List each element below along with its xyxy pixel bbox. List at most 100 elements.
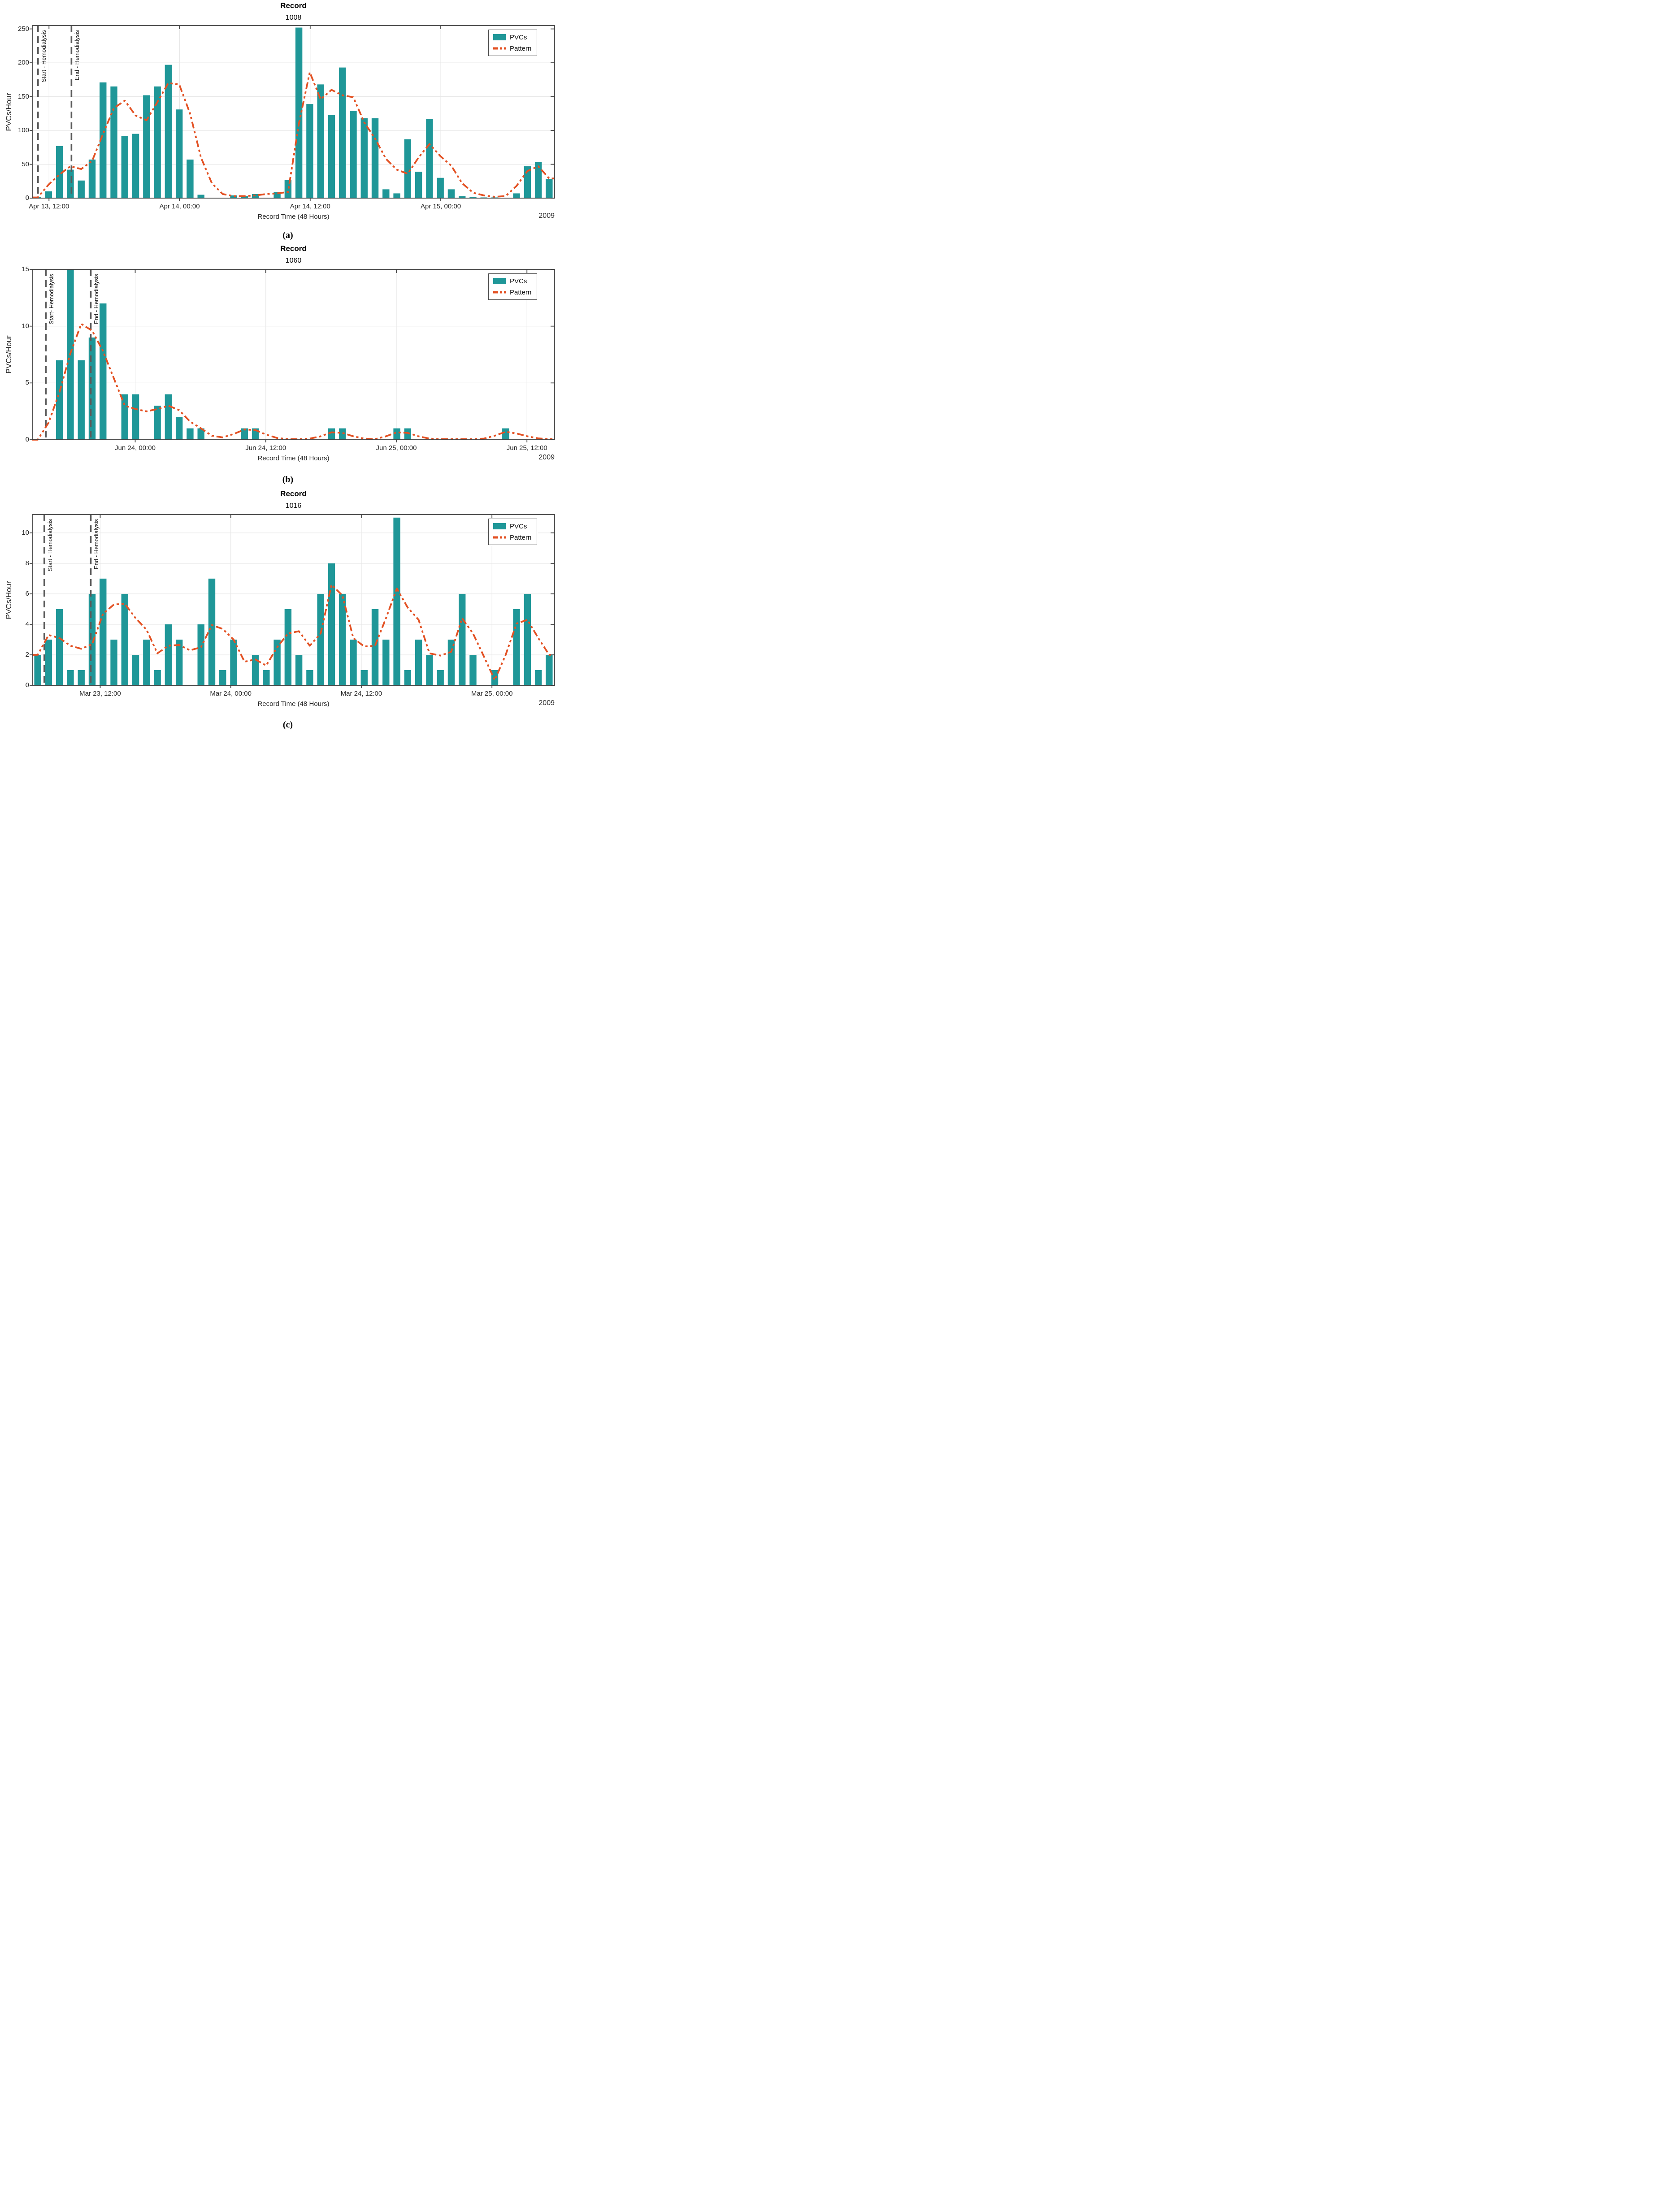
figure-page: Record 1008 PVCs/Hour PVCs Pattern Recor… <box>0 0 560 737</box>
x-tick-label: Mar 24, 12:00 <box>340 690 382 697</box>
pattern-sample-icon <box>493 291 506 294</box>
pvc-bar <box>546 654 553 685</box>
pvc-bar <box>197 428 204 440</box>
pvc-bar <box>187 159 194 198</box>
pvc-bar <box>404 670 412 685</box>
pvc-bar <box>165 394 172 440</box>
x-tick-label: Jun 25, 00:00 <box>376 444 417 452</box>
pvc-bar <box>339 67 346 198</box>
pvc-bar <box>56 360 63 440</box>
pvc-bar <box>78 670 85 685</box>
legend-pattern-label: Pattern <box>510 288 532 296</box>
pvc-bar <box>88 338 96 440</box>
y-axis-label: PVCs/Hour <box>4 335 13 374</box>
legend-row-pattern: Pattern <box>493 533 531 541</box>
pvc-bar <box>175 109 183 198</box>
legend-pattern-label: Pattern <box>510 533 532 541</box>
x-tick-label: Apr 14, 00:00 <box>159 203 200 210</box>
pvc-bar <box>350 111 357 198</box>
pvc-bar <box>328 115 335 198</box>
legend-row-pvcs: PVCs <box>493 277 531 285</box>
pvc-bar <box>491 670 499 685</box>
pvc-bar <box>175 639 183 685</box>
pvc-bar <box>447 189 455 198</box>
pvc-bar <box>426 119 433 198</box>
plot-area <box>30 25 555 201</box>
end-hemodialysis-label: End - Hemodialysis <box>93 519 100 569</box>
y-axis-label: PVCs/Hour <box>4 580 13 619</box>
pvc-bar <box>317 84 324 198</box>
pvc-bar <box>121 136 129 198</box>
pvc-bar <box>110 86 117 198</box>
legend-pvcs-label: PVCs <box>510 277 527 285</box>
pvc-bar <box>350 639 357 685</box>
pvc-bar <box>45 639 52 685</box>
pvc-bar <box>110 639 117 685</box>
y-tick-label: 150 <box>17 92 29 100</box>
pvc-bar <box>295 654 303 685</box>
y-tick-label: 50 <box>22 160 29 168</box>
pvc-bar <box>45 191 52 198</box>
legend-row-pvcs: PVCs <box>493 522 531 530</box>
pvc-bar <box>371 118 379 198</box>
year-label: 2009 <box>538 699 555 707</box>
pvc-bar <box>328 563 335 685</box>
pvc-bar <box>284 180 292 198</box>
pvc-bar <box>78 360 85 440</box>
y-tick-label: 200 <box>17 59 29 67</box>
x-tick-label: Jun 24, 00:00 <box>115 444 156 452</box>
pvc-bar <box>263 670 270 685</box>
axes-border <box>32 269 555 440</box>
pvc-bar <box>197 624 204 685</box>
pvc-bar <box>208 578 216 685</box>
legend-pattern-label: Pattern <box>510 44 532 52</box>
pvc-bar <box>34 654 41 685</box>
x-tick-label: Mar 25, 00:00 <box>471 690 513 697</box>
pvc-bar <box>317 593 324 685</box>
pvc-bar <box>143 639 150 685</box>
x-tick-label: Mar 23, 12:00 <box>79 690 121 697</box>
pvcs-swatch-icon <box>493 34 506 40</box>
pvc-bar <box>132 654 139 685</box>
pvc-bar <box>328 428 335 440</box>
pvc-bar <box>524 593 531 685</box>
pvc-bar <box>100 82 107 198</box>
y-tick-label: 10 <box>22 322 29 330</box>
end-hemodialysis-label: End - Hemodialysis <box>93 274 100 324</box>
pvc-bar <box>78 180 85 198</box>
x-tick-label: Jun 24, 12:00 <box>245 444 287 452</box>
x-axis-label: Record Time (48 Hours) <box>257 700 330 708</box>
pvc-bar <box>197 195 204 198</box>
pvc-bar <box>534 162 542 198</box>
plot-area <box>30 269 555 442</box>
pvc-bar <box>513 193 520 198</box>
legend-box: PVCs Pattern <box>488 273 538 300</box>
pvc-bar <box>426 654 433 685</box>
pvc-bar <box>469 654 477 685</box>
x-tick-label: Apr 15, 00:00 <box>420 203 461 210</box>
x-tick-label: Mar 24, 00:00 <box>210 690 252 697</box>
pvc-bar <box>415 639 422 685</box>
pvc-bar <box>132 134 139 198</box>
pvc-bar <box>360 118 368 198</box>
panel-letter: (c) <box>282 720 293 730</box>
chart-title: Record <box>280 489 307 498</box>
pvc-bar <box>100 303 107 440</box>
pvc-bar <box>67 169 74 198</box>
legend-pvcs-label: PVCs <box>510 522 527 530</box>
x-tick-label: Jun 25, 12:00 <box>506 444 547 452</box>
pvc-bar <box>415 172 422 198</box>
end-hemodialysis-label: End - Hemodialysis <box>74 30 81 80</box>
pvc-bar <box>132 394 139 440</box>
y-tick-label: 4 <box>25 620 29 628</box>
plot-area <box>30 514 555 688</box>
x-axis-label: Record Time (48 Hours) <box>257 455 330 462</box>
pvc-bar <box>230 195 237 198</box>
x-axis-label: Record Time (48 Hours) <box>257 213 330 221</box>
pvc-bar <box>56 146 63 198</box>
y-tick-label: 8 <box>25 559 29 567</box>
plot-svg-1016 <box>30 514 555 688</box>
pvc-bar <box>458 196 466 198</box>
pvc-bar <box>143 95 150 198</box>
legend-pvcs-label: PVCs <box>510 33 527 41</box>
